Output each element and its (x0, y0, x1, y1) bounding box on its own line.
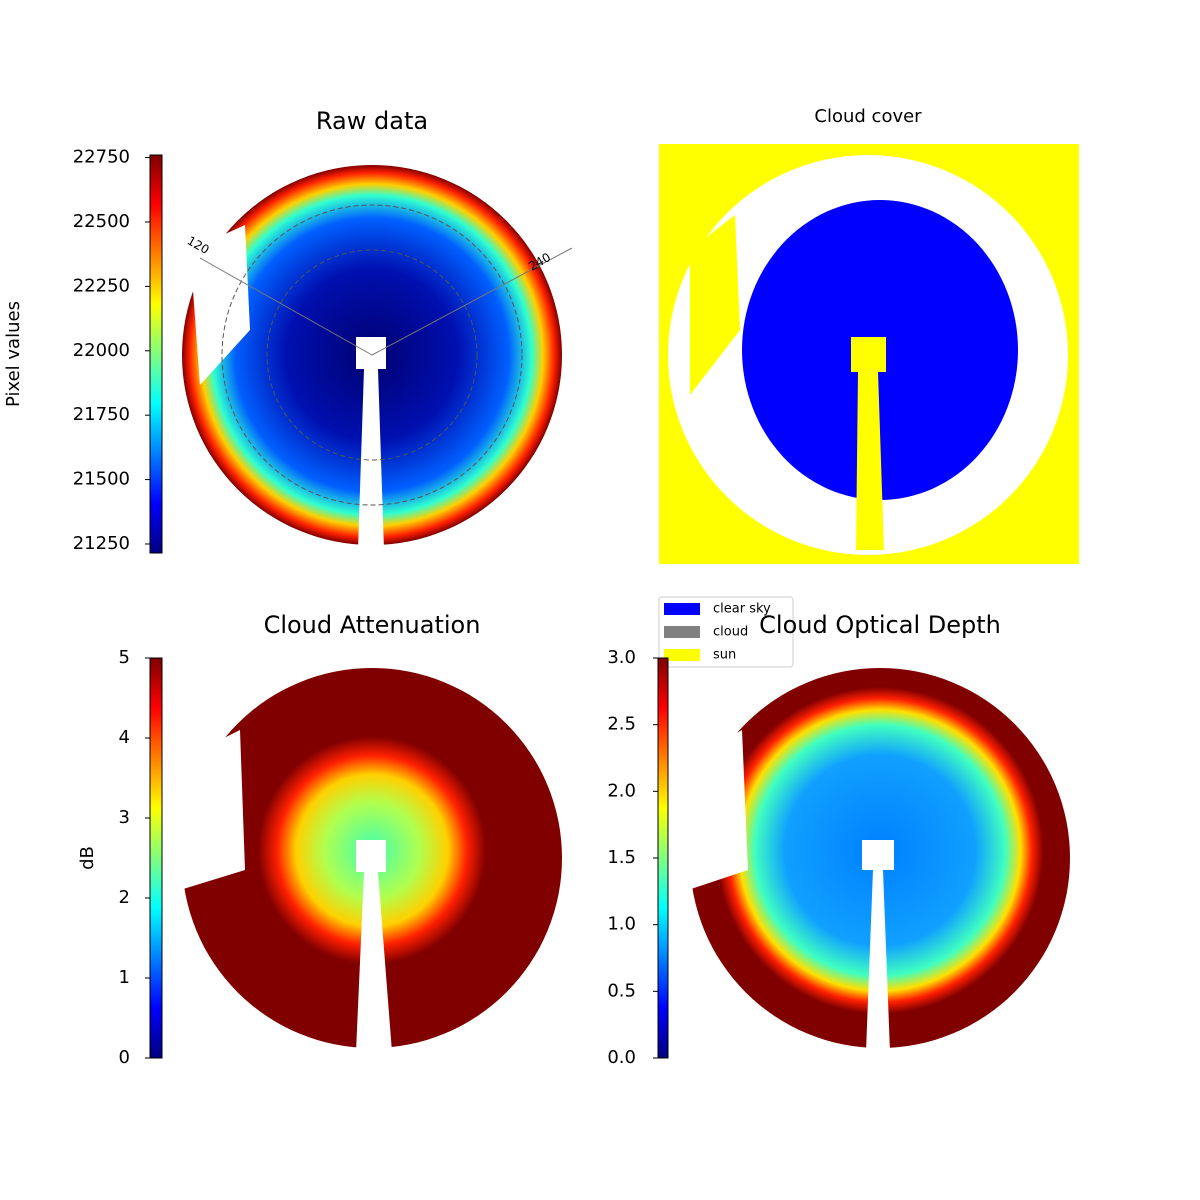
panel-title: Cloud cover (814, 106, 922, 127)
colorbar-tick-label: 5 (119, 647, 130, 668)
colorbar-tick-label: 0.5 (607, 980, 636, 1001)
colorbar-tick-label: 22000 (73, 340, 130, 361)
colorbar-tick-label: 0.0 (607, 1047, 636, 1068)
colorbar-tick-label: 3 (119, 807, 130, 828)
legend-label: cloud (713, 625, 748, 640)
colorbar (149, 154, 163, 554)
colorbar-tick-label: 22500 (73, 211, 130, 232)
optical-depth-image (688, 668, 1070, 1052)
panel-title: Cloud Optical Depth (759, 611, 1001, 639)
colorbar-tick-label: 21750 (73, 404, 130, 425)
colorbar (657, 657, 669, 1059)
legend-swatch (664, 626, 700, 638)
colorbar-tick-label: 1.5 (607, 847, 636, 868)
colorbar-tick-label: 0 (119, 1047, 130, 1068)
colorbar-tick-label: 22250 (73, 275, 130, 296)
attenuation-image (180, 668, 562, 1052)
colorbar-tick-label: 21250 (73, 533, 130, 554)
colorbar-label: Pixel values (3, 301, 24, 407)
panel-title: Raw data (316, 107, 428, 135)
legend-label: clear sky (713, 602, 771, 617)
colorbar-tick-label: 3.0 (607, 647, 636, 668)
colorbar-tick-label: 2.5 (607, 714, 636, 735)
legend-swatch (664, 649, 700, 661)
cloud-cover-image (659, 144, 1079, 564)
panel-title: Cloud Attenuation (264, 611, 481, 639)
colorbar-tick-label: 1 (119, 967, 130, 988)
colorbar-tick-label: 1.0 (607, 914, 636, 935)
raw-image (182, 165, 573, 550)
colorbar-tick-label: 4 (119, 727, 130, 748)
colorbar-tick-label: 2.0 (607, 780, 636, 801)
legend-label: sun (713, 648, 736, 663)
colorbar-label: dB (77, 846, 98, 870)
legend-swatch (664, 603, 700, 615)
colorbar-tick-label: 2 (119, 887, 130, 908)
colorbar (149, 657, 163, 1059)
colorbar-tick-label: 22750 (73, 147, 130, 168)
colorbar-tick-label: 21500 (73, 469, 130, 490)
